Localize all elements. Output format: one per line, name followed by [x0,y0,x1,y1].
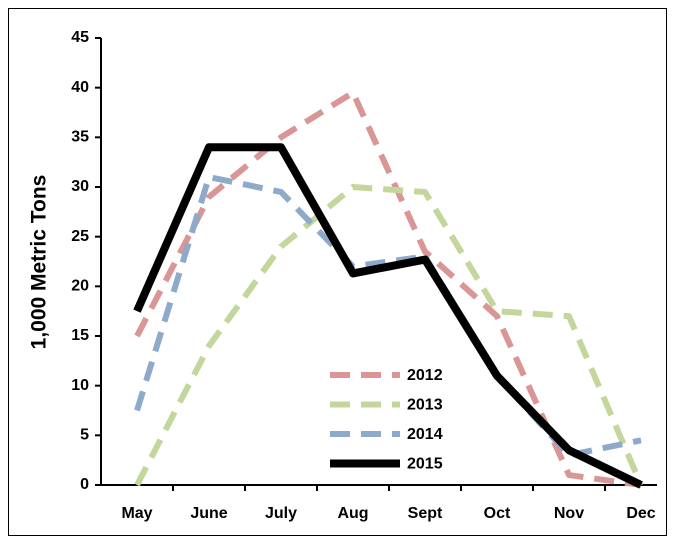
x-tick-label: Nov [554,505,584,522]
series-line [133,143,643,489]
x-tick-label: Aug [337,505,368,522]
y-tick-label: 25 [71,228,89,245]
y-tick-label: 20 [71,278,89,295]
x-tick-label: July [265,505,297,522]
y-axis-label: 1,000 Metric Tons [28,175,51,350]
x-tick-label: Sept [408,505,443,522]
y-tick-label: 30 [71,178,89,195]
legend-label: 2013 [407,397,443,414]
x-tick-label: May [121,505,152,522]
legend-label: 2012 [407,367,443,384]
y-tick-label: 40 [71,79,89,96]
y-tick-label: 15 [71,327,89,344]
series-line [134,184,644,487]
chart-frame [8,8,667,536]
y-tick-label: 0 [80,476,89,493]
y-tick-label: 35 [71,129,89,146]
x-tick-label: June [190,505,227,522]
series-line [134,89,642,488]
x-tick-label: Dec [626,505,655,522]
y-tick-label: 45 [71,29,89,46]
legend-label: 2015 [407,456,443,473]
legend-label: 2014 [407,426,443,443]
y-tick-label: 5 [80,427,89,444]
x-tick-label: Oct [484,505,511,522]
y-tick-label: 10 [71,377,89,394]
